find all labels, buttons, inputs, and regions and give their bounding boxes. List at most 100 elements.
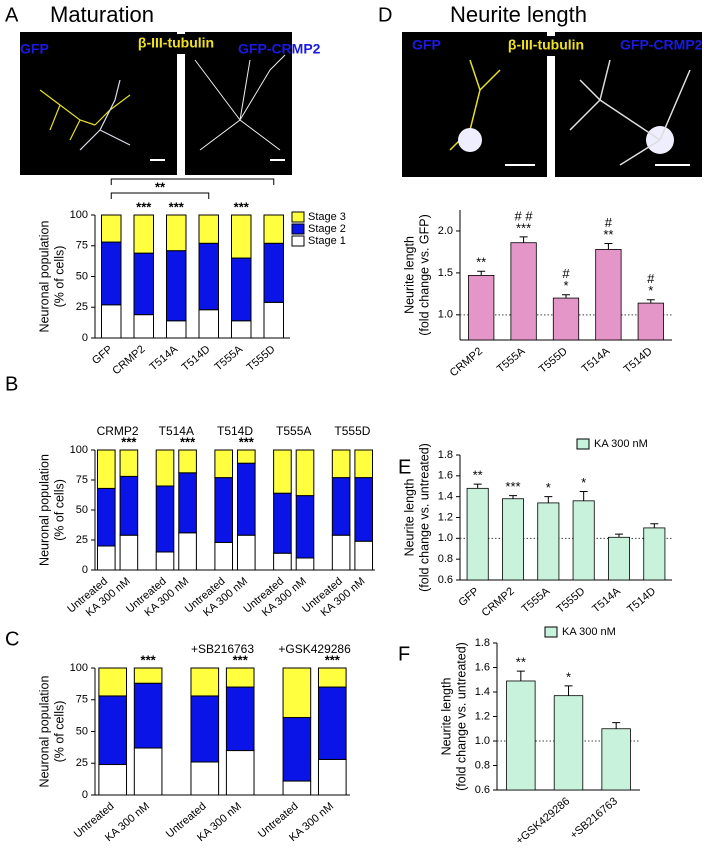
y-axis-label: Neurite length xyxy=(439,678,453,756)
significance: * xyxy=(566,669,571,684)
x-tick-label: T555D xyxy=(537,345,570,375)
y-axis-label: (fold change vs. untreated) xyxy=(417,443,431,592)
bar xyxy=(595,249,622,341)
image xyxy=(185,32,292,175)
bar xyxy=(466,487,489,581)
y-tick-label: 0 xyxy=(82,564,88,576)
error-bar xyxy=(473,483,482,489)
y-tick-label: 0.6 xyxy=(438,574,453,586)
legend-label: KA 300 nM xyxy=(594,438,648,450)
y-tick-label: 1.0 xyxy=(438,532,453,544)
bar-segment xyxy=(282,667,312,719)
x-tick-label: T555D xyxy=(554,585,587,615)
bar-segment xyxy=(295,557,315,571)
bar xyxy=(553,695,584,791)
bar-segment xyxy=(190,695,220,763)
bar-segment xyxy=(231,214,252,259)
bar-segment xyxy=(214,449,234,479)
micrographs xyxy=(20,32,702,177)
legend-swatch xyxy=(544,626,558,638)
bar-segment xyxy=(133,747,163,796)
bar xyxy=(608,536,631,581)
y-tick-label: 1.4 xyxy=(475,686,490,698)
bar-segment xyxy=(263,242,284,303)
bracket xyxy=(110,192,210,199)
bar-segment xyxy=(331,449,351,479)
error-bar xyxy=(615,533,623,538)
bar-segment xyxy=(263,214,284,244)
image-label: GFP-CRMP2 xyxy=(620,37,703,53)
bar-segment xyxy=(190,761,220,796)
x-tick-label: T514A xyxy=(590,585,623,615)
y-axis-label: Neuronal population xyxy=(37,221,51,333)
significance: ** xyxy=(473,468,483,483)
error-bar xyxy=(646,299,655,304)
bar-segment xyxy=(354,540,374,571)
group-label: +GSK429286 xyxy=(278,642,351,656)
error-bar xyxy=(562,294,570,299)
group-label: T555A xyxy=(276,424,311,438)
bar-segment xyxy=(133,682,163,749)
bar xyxy=(552,297,580,341)
y-axis-label: (% of cells) xyxy=(52,479,66,541)
significance: ** xyxy=(516,655,526,670)
y-tick-label: 75 xyxy=(76,694,88,706)
legend-label: Stage 1 xyxy=(308,235,346,247)
y-tick-label: 75 xyxy=(76,240,88,252)
significance: *** xyxy=(121,434,137,449)
error-bar xyxy=(477,270,486,276)
bar-segment xyxy=(231,257,252,322)
x-tick-label: T514A xyxy=(580,345,613,375)
group-label: CRMP2 xyxy=(97,424,139,438)
bar xyxy=(510,242,537,341)
bar-segment xyxy=(225,667,255,688)
bar-segment xyxy=(236,449,256,464)
error-bar xyxy=(579,490,588,501)
y-tick-label: 1.6 xyxy=(438,470,453,482)
y-tick-label: 25 xyxy=(76,757,88,769)
significance: # xyxy=(562,266,570,281)
significance: # # xyxy=(515,208,534,223)
error-bar xyxy=(612,722,621,729)
error-bar xyxy=(519,236,528,243)
x-tick-label: T514A xyxy=(147,343,180,373)
y-tick-label: 1.0 xyxy=(475,735,490,747)
bar-segment xyxy=(96,487,116,547)
bar-segment xyxy=(273,492,292,554)
bar xyxy=(537,502,560,581)
bar-segment xyxy=(119,449,139,477)
significance: ** xyxy=(603,227,613,242)
y-axis-label: (fold change vs. untreated) xyxy=(454,642,468,791)
legend-swatch xyxy=(291,211,305,223)
bar-segment xyxy=(295,449,315,497)
significance: *** xyxy=(180,434,196,449)
y-tick-label: 2.0 xyxy=(438,225,453,237)
panel-label: C xyxy=(5,628,19,650)
y-tick-label: 0 xyxy=(82,789,88,801)
bar-segment xyxy=(178,472,197,534)
image xyxy=(555,32,702,177)
group-label: +SB216763 xyxy=(191,642,254,656)
bar-segment xyxy=(331,477,351,536)
bar-segment xyxy=(331,534,351,571)
bar-segment xyxy=(190,667,220,697)
legend-swatch xyxy=(576,438,590,450)
y-tick-label: 1.8 xyxy=(475,637,490,649)
error-bar xyxy=(516,670,525,681)
x-tick-label: T555A xyxy=(520,585,553,615)
panel-title: Neurite length xyxy=(450,2,587,27)
group-label: T555D xyxy=(334,424,370,438)
x-tick-label: +GSK429286 xyxy=(514,795,573,847)
bar-segment xyxy=(282,780,312,796)
bar-segment xyxy=(166,250,187,322)
y-tick-label: 50 xyxy=(76,725,88,737)
y-tick-label: 0.6 xyxy=(475,784,490,796)
bar-segment xyxy=(133,214,154,254)
bar-segment xyxy=(133,314,154,339)
y-tick-label: 0 xyxy=(82,332,88,344)
significance: * xyxy=(648,283,653,298)
x-tick-label: CRMP2 xyxy=(448,345,485,379)
image-label: β-III-tubulin xyxy=(138,35,214,51)
significance: * xyxy=(546,480,551,495)
